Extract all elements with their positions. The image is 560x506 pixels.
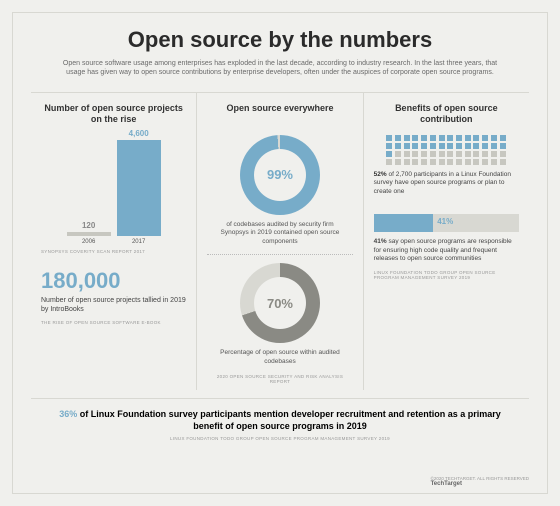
page-title: Open source by the numbers [31, 27, 529, 53]
grid-square [491, 143, 497, 149]
grid-square [447, 151, 453, 157]
dot-grid [386, 135, 506, 165]
grid-square [491, 135, 497, 141]
footer-pct: 36% [59, 409, 77, 419]
grid-square [447, 143, 453, 149]
grid-square [473, 159, 479, 165]
footer-source: LINUX FOUNDATION TODO GROUP OPEN SOURCE … [31, 436, 529, 441]
grid-square [412, 143, 418, 149]
donut-chart-70: 70% [240, 263, 320, 343]
grid-square [465, 135, 471, 141]
donut-70-desc: Percentage of open source within audited… [215, 349, 345, 366]
grid-square [404, 151, 410, 157]
hbar-track: 41% [374, 214, 519, 232]
infographic-inner: Open source by the numbers Open source s… [12, 12, 548, 494]
grid-square [465, 159, 471, 165]
grid-square [395, 151, 401, 157]
grid-square [473, 151, 479, 157]
grid-square [386, 159, 392, 165]
big-number: 180,000 [41, 268, 186, 294]
footer-rest: of Linux Foundation survey participants … [77, 409, 501, 431]
col2-source: 2020 OPEN SOURCE SECURITY AND RISK ANALY… [207, 374, 352, 384]
footer: 36% of Linux Foundation survey participa… [31, 398, 529, 441]
grid-square [456, 135, 462, 141]
col1-title: Number of open source projects on the ri… [41, 103, 186, 125]
grid-square [456, 159, 462, 165]
columns: Number of open source projects on the ri… [31, 92, 529, 390]
grid-square [421, 143, 427, 149]
hbar-41: 41% [374, 214, 519, 232]
grid-square [482, 151, 488, 157]
grid-square [447, 135, 453, 141]
grid-square [430, 159, 436, 165]
grid-square [447, 159, 453, 165]
col-everywhere: Open source everywhere 99% of codebases … [196, 93, 362, 390]
stat-41: 41% say open source programs are respons… [374, 238, 519, 263]
bar-2006: 1202006 [67, 221, 111, 245]
infographic-frame: Open source by the numbers Open source s… [0, 0, 560, 506]
footer-stat: 36% of Linux Foundation survey participa… [50, 409, 510, 432]
grid-square [395, 159, 401, 165]
grid-square [456, 151, 462, 157]
col2-divider [207, 254, 352, 255]
grid-square [421, 159, 427, 165]
grid-square [500, 135, 506, 141]
grid-square [395, 135, 401, 141]
grid-square [473, 135, 479, 141]
donut-99: 99% of codebases audited by security fir… [207, 135, 352, 246]
grid-square [500, 143, 506, 149]
grid-square [412, 151, 418, 157]
donut-99-desc: of codebases audited by security firm Sy… [215, 221, 345, 246]
hbar-fill [374, 214, 434, 232]
col1-source-2: THE RISE OF OPEN SOURCE SOFTWARE E-BOOK [41, 320, 186, 325]
grid-square [491, 159, 497, 165]
donut-70-label: 70% [267, 296, 293, 311]
grid-square [412, 159, 418, 165]
grid-square [482, 135, 488, 141]
grid-square [465, 143, 471, 149]
grid-square [482, 143, 488, 149]
grid-square [500, 151, 506, 157]
grid-square [439, 135, 445, 141]
grid-square [386, 143, 392, 149]
stat-52: 52% of 2,700 participants in a Linux Fou… [374, 171, 519, 196]
hbar-label: 41% [437, 217, 453, 226]
grid-square [439, 143, 445, 149]
grid-square [439, 159, 445, 165]
col2-title: Open source everywhere [207, 103, 352, 125]
bar-chart: 12020064,6002017 [41, 135, 186, 245]
grid-square [386, 151, 392, 157]
grid-square [404, 143, 410, 149]
grid-square [473, 143, 479, 149]
col3-source: LINUX FOUNDATION TODO GROUP OPEN SOURCE … [374, 270, 519, 280]
grid-square [430, 151, 436, 157]
col-benefits: Benefits of open source contribution 52%… [363, 93, 529, 390]
grid-square [500, 159, 506, 165]
col1-source-1: SYNOPSYS COVERITY SCAN REPORT 2017 [41, 249, 186, 254]
col-projects: Number of open source projects on the ri… [31, 93, 196, 390]
grid-square [421, 151, 427, 157]
grid-square [404, 159, 410, 165]
bar-2017: 4,6002017 [117, 129, 161, 245]
big-number-desc: Number of open source projects tallied i… [41, 296, 186, 314]
grid-square [395, 143, 401, 149]
donut-99-label: 99% [267, 167, 293, 182]
grid-square [412, 135, 418, 141]
grid-square [404, 135, 410, 141]
grid-square [491, 151, 497, 157]
grid-square [421, 135, 427, 141]
grid-square [465, 151, 471, 157]
grid-square [386, 135, 392, 141]
donut-chart-99: 99% [240, 135, 320, 215]
page-subtitle: Open source software usage among enterpr… [60, 59, 500, 78]
grid-square [430, 135, 436, 141]
grid-square [482, 159, 488, 165]
grid-square [439, 151, 445, 157]
grid-square [430, 143, 436, 149]
donut-70: 70% Percentage of open source within aud… [207, 263, 352, 366]
grid-square [456, 143, 462, 149]
brand-mark: ©2020 TECHTARGET. ALL RIGHTS RESERVED Te… [431, 476, 529, 487]
col3-title: Benefits of open source contribution [374, 103, 519, 125]
